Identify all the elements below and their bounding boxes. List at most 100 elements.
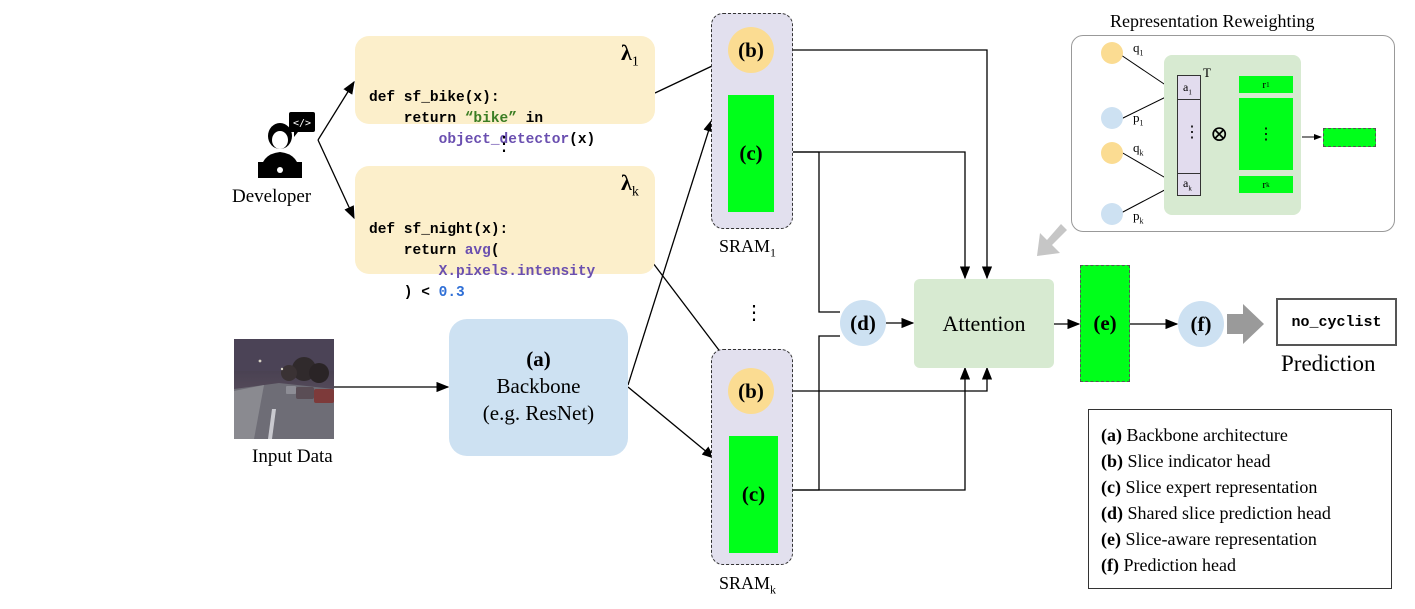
code-token: (x) xyxy=(569,132,596,148)
legend-key: (a) xyxy=(1101,425,1122,445)
prediction-head: (f) xyxy=(1178,301,1224,347)
code-line: def sf_bike(x): xyxy=(369,88,655,109)
arrow-bk-to-attention xyxy=(773,366,993,392)
developer-label: Developer xyxy=(232,186,312,207)
code-token: 0.3 xyxy=(438,285,465,301)
backbone-tag: (a) xyxy=(526,347,551,371)
code-token: return xyxy=(369,111,465,127)
legend-key: (c) xyxy=(1101,477,1121,497)
r-middle-block: ⋮ xyxy=(1239,98,1293,170)
reweighted-output xyxy=(1323,128,1376,147)
arrow-b1-to-attention xyxy=(773,49,993,280)
code-line: return avg( xyxy=(369,241,655,262)
input-data-label: Input Data xyxy=(252,446,333,467)
arrow-ck-to-attention xyxy=(778,366,971,491)
reweighting-panel xyxy=(1071,35,1395,232)
slice-aware-representation: (e) xyxy=(1080,265,1130,382)
transpose-label: T xyxy=(1203,65,1211,80)
q1-dot xyxy=(1101,42,1123,64)
legend-item: (f) Prediction head xyxy=(1101,552,1391,578)
code-token: object_detector xyxy=(438,132,570,148)
lambda-1: λ1 xyxy=(621,40,639,70)
legend-list: (a) Backbone architecture (b) Slice indic… xyxy=(1101,422,1391,578)
code-line: X.pixels.intensity xyxy=(369,262,655,283)
code-token: X.pixels.intensity xyxy=(438,264,596,280)
arrow-reweighting-to-attention xyxy=(1037,224,1067,256)
arrow-f-to-prediction xyxy=(1227,304,1264,344)
otimes-symbol: ⊗ xyxy=(1210,121,1229,146)
code-token: “bike” xyxy=(464,111,517,127)
legend-text: Backbone architecture xyxy=(1122,425,1288,445)
svg-text:</>: </> xyxy=(293,118,311,129)
arrow-dev-to-sfk xyxy=(317,139,355,220)
pk-dot xyxy=(1101,203,1123,225)
lambda-k: λk xyxy=(621,170,639,200)
legend-item: (c) Slice expert representation xyxy=(1101,474,1391,500)
reweighting-title: Representation Reweighting xyxy=(1110,11,1315,31)
slice-expert-representation-1: (c) xyxy=(728,95,774,212)
a-vdots: ⋮ xyxy=(1184,124,1200,141)
code-token: ) < xyxy=(369,285,439,301)
legend: (a) Backbone architecture (b) Slice indic… xyxy=(1088,409,1392,589)
p1-dot xyxy=(1101,107,1123,129)
legend-key: (e) xyxy=(1101,529,1121,549)
p1-label: p1 xyxy=(1133,110,1144,128)
code-line: return “bike” in xyxy=(369,109,655,130)
code-token: return xyxy=(369,243,465,259)
code-line: ) < 0.3 xyxy=(369,283,655,304)
slice-expert-representation-k: (c) xyxy=(729,436,778,553)
developer-icon: </> xyxy=(258,112,315,178)
q1-label: q1 xyxy=(1133,40,1144,58)
a1-label: a1 xyxy=(1183,80,1192,97)
legend-text: Shared slice prediction head xyxy=(1123,503,1331,523)
vector-divider-bottom xyxy=(1177,173,1201,174)
prediction-value: no_cyclist xyxy=(1276,298,1397,346)
slice-indicator-head-k: (b) xyxy=(728,368,774,414)
slicing-function-bike: def sf_bike(x): return “bike” in object_… xyxy=(355,36,655,148)
legend-key: (b) xyxy=(1101,451,1123,471)
code-token: def sf_night(x): xyxy=(369,222,509,238)
legend-item: (b) Slice indicator head xyxy=(1101,448,1391,474)
legend-key: (f) xyxy=(1101,555,1119,575)
line-c1-to-d xyxy=(773,151,840,313)
code-line: def sf_night(x): xyxy=(369,220,655,241)
code-token: avg xyxy=(464,243,491,259)
qk-dot xyxy=(1101,142,1123,164)
ellipsis-code: ⋮ xyxy=(494,133,514,155)
attention-vector xyxy=(1177,75,1201,196)
code-line: object_detector(x) xyxy=(369,130,655,151)
code-token: ( xyxy=(490,243,500,259)
slicing-function-night: def sf_night(x): return avg( X.pixels.in… xyxy=(355,166,655,301)
code-token xyxy=(369,264,439,280)
backbone-box: (a) Backbone (e.g. ResNet) xyxy=(449,319,628,456)
backbone-title: Backbone xyxy=(496,374,581,398)
legend-text: Slice indicator head xyxy=(1123,451,1271,471)
arrow-dev-to-sf1 xyxy=(317,80,355,141)
input-data-image xyxy=(234,339,334,439)
attention-box: Attention xyxy=(914,279,1054,368)
legend-key: (d) xyxy=(1101,503,1123,523)
code-token: def sf_bike(x): xyxy=(369,90,500,106)
vector-divider-top xyxy=(1177,99,1201,100)
prediction-label: Prediction xyxy=(1281,351,1376,376)
backbone-example: (e.g. ResNet) xyxy=(482,401,595,425)
slice-indicator-head-1: (b) xyxy=(728,27,774,73)
qk-label: qk xyxy=(1133,140,1144,158)
sf-bike-code: def sf_bike(x): return “bike” in object_… xyxy=(369,88,655,151)
shared-slice-prediction-head: (d) xyxy=(840,300,886,346)
sram-1-label: SRAM1 xyxy=(719,236,777,260)
legend-item: (a) Backbone architecture xyxy=(1101,422,1391,448)
code-token: in xyxy=(516,111,544,127)
legend-item: (d) Shared slice prediction head xyxy=(1101,500,1391,526)
ak-label: ak xyxy=(1183,176,1192,193)
legend-text: Prediction head xyxy=(1118,555,1236,575)
legend-text: Slice-aware representation xyxy=(1120,529,1317,549)
arrow-backbone-to-sram1 xyxy=(627,118,714,386)
arrow-backbone-to-sramk xyxy=(627,386,716,459)
ellipsis-sram: ⋮ xyxy=(744,302,764,324)
sf-night-code: def sf_night(x): return avg( X.pixels.in… xyxy=(369,220,655,304)
arrow-c1-to-attention xyxy=(773,151,971,280)
pk-label: pk xyxy=(1133,208,1144,226)
